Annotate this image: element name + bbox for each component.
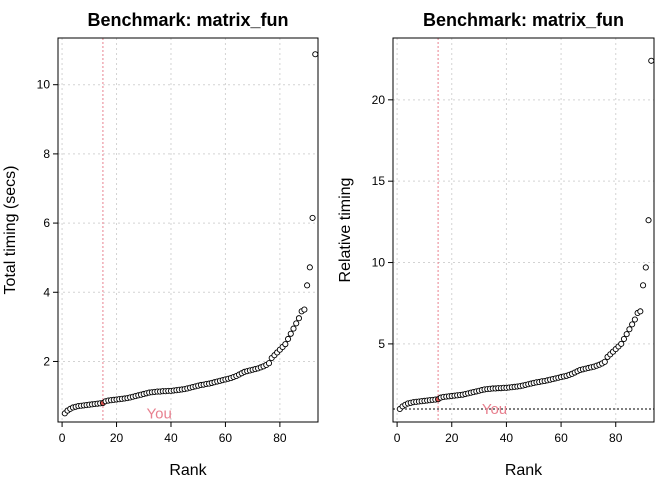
data-point <box>312 51 319 58</box>
x-tick-label: 20 <box>110 431 124 445</box>
x-axis-title: Rank <box>169 462 207 479</box>
data-point <box>645 217 652 224</box>
y-tick-label: 8 <box>43 147 50 161</box>
plot-frame <box>392 37 655 423</box>
y-axis-title: Relative timing <box>337 178 354 283</box>
chart-title: Benchmark: matrix_fun <box>423 10 624 30</box>
x-tick-label: 80 <box>273 431 287 445</box>
x-tick-label: 20 <box>445 431 459 445</box>
y-tick-label: 5 <box>378 337 385 351</box>
data-point <box>309 214 316 221</box>
relative-timing-panel: You 0 20 40 60 80 5 10 15 20 Benchmark: matrix_fun… <box>337 10 655 479</box>
x-tick-label: 40 <box>500 431 514 445</box>
data-point <box>306 264 313 271</box>
data-point <box>637 308 644 315</box>
you-label: You <box>482 401 507 418</box>
grid <box>58 38 318 422</box>
data-point <box>265 360 273 367</box>
data-point <box>626 326 633 333</box>
data-point <box>648 57 655 64</box>
x-tick-label: 60 <box>219 431 233 445</box>
chart-title: Benchmark: matrix_fun <box>87 10 288 30</box>
data-point <box>623 331 630 338</box>
data-point <box>601 358 608 365</box>
data-point <box>293 320 300 327</box>
y-tick-label: 6 <box>43 216 50 230</box>
data-point <box>304 282 311 289</box>
data-point <box>295 315 302 322</box>
data-point <box>618 340 625 347</box>
y-tick-label: 10 <box>372 256 386 270</box>
x-tick-label: 40 <box>164 431 178 445</box>
x-tick-label: 0 <box>394 431 401 445</box>
data-point <box>642 264 649 271</box>
data-point <box>640 282 647 289</box>
y-tick-label: 20 <box>372 93 386 107</box>
x-tick-label: 80 <box>609 431 623 445</box>
data-point <box>301 306 308 313</box>
you-label: You <box>146 406 171 423</box>
data-point <box>285 335 292 343</box>
y-tick-label: 10 <box>37 78 51 92</box>
y-tick-label: 15 <box>372 174 386 188</box>
data-point <box>287 330 294 337</box>
y-tick-label: 2 <box>43 354 50 368</box>
x-tick-label: 0 <box>59 431 66 445</box>
x-tick-label: 60 <box>554 431 568 445</box>
grid <box>393 38 654 422</box>
data-point <box>290 325 297 332</box>
data-point <box>282 341 289 348</box>
total-timing-panel: You 0 20 40 60 80 2 4 6 8 10 Benchmark: matrix_fun R… <box>2 10 319 479</box>
plot-frame <box>57 37 319 423</box>
data-points <box>61 51 319 417</box>
y-axis-title: Total timing (secs) <box>2 166 19 295</box>
data-point <box>631 316 638 323</box>
x-axis-title: Rank <box>505 462 543 479</box>
data-point <box>620 335 627 343</box>
data-points <box>396 57 655 413</box>
data-point <box>629 321 636 328</box>
y-tick-label: 4 <box>43 285 50 299</box>
